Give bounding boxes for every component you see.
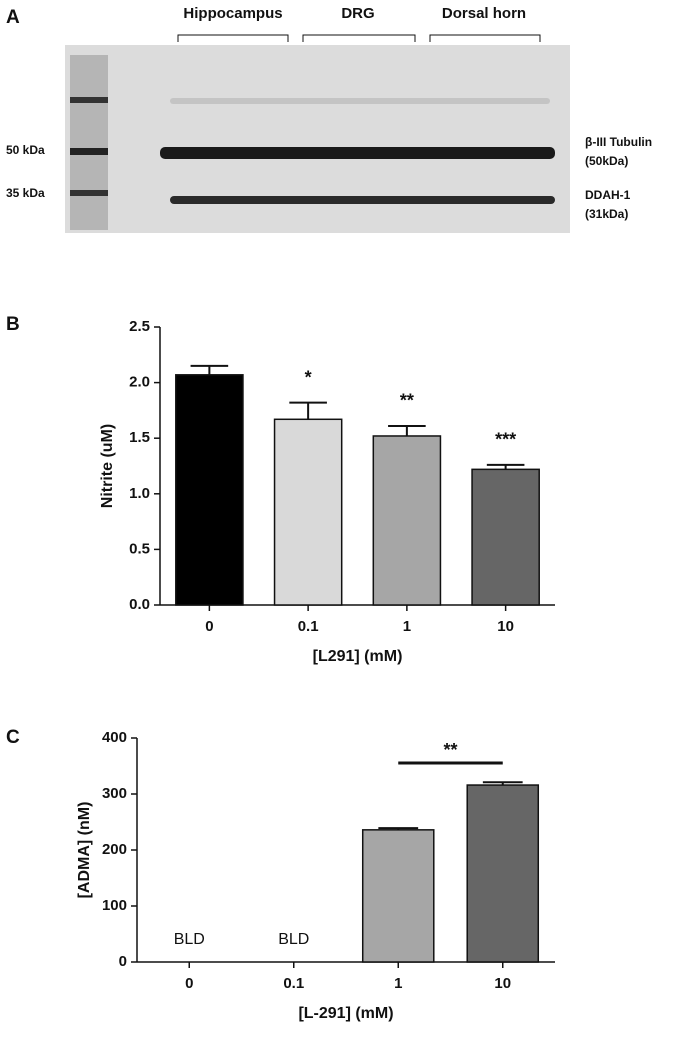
panel-label: B: [6, 314, 20, 335]
ladder-band: [70, 148, 108, 155]
bar: [175, 374, 244, 606]
group-brackets: [177, 34, 541, 42]
x-tick-label: 1: [403, 618, 411, 635]
band-label: DDAH-1: [585, 188, 631, 202]
error-bar: [190, 364, 229, 375]
band-label: (50kDa): [585, 154, 628, 168]
x-tick-label: 10: [494, 975, 511, 992]
x-tick-label: 10: [497, 618, 514, 635]
group-label: Dorsal horn: [442, 5, 526, 22]
significance: ***: [495, 430, 516, 450]
y-tick-label: 2.5: [129, 318, 150, 335]
error-bar: [486, 463, 525, 470]
bar: [273, 418, 343, 606]
value-label: BLD: [174, 931, 205, 948]
band-label: β-III Tubulin: [585, 135, 652, 149]
error-bar: [482, 781, 523, 786]
y-tick-label: 300: [102, 785, 127, 802]
x-axis-label: [L291] (mM): [313, 648, 403, 665]
y-tick-label: 2.0: [129, 374, 150, 391]
value-label: BLD: [278, 931, 309, 948]
error-bar: [378, 827, 419, 830]
x-axis-label: [L-291] (mM): [298, 1005, 393, 1022]
panel-a: A Hippocampus DRG Dorsal horn 50 kDa 35 …: [6, 5, 652, 233]
significance: *: [305, 367, 312, 387]
ladder-band: [70, 97, 108, 103]
x-tick-label: 1: [394, 975, 402, 992]
x-tick-label: 0.1: [298, 618, 319, 635]
y-tick-label: 0.5: [129, 540, 150, 557]
ladder-band: [70, 190, 108, 196]
ddah-band: [170, 196, 555, 204]
y-tick-label: 200: [102, 841, 127, 858]
error-bar: [289, 401, 327, 420]
y-tick-label: 1.0: [129, 485, 150, 502]
faint-band: [170, 98, 550, 104]
x-tick-label: 0: [185, 975, 193, 992]
panel-label: A: [6, 7, 20, 28]
blot: [65, 45, 570, 233]
ladder: [70, 55, 108, 230]
y-tick-label: 1.5: [129, 429, 150, 446]
panel-label: C: [6, 727, 20, 748]
error-bar: [388, 424, 426, 436]
y-axis-label: Nitrite (uM): [99, 424, 116, 508]
y-tick-label: 0.0: [129, 596, 150, 613]
x-tick-label: 0: [205, 618, 213, 635]
marker-label: 35 kDa: [6, 186, 45, 200]
bar: [372, 435, 442, 606]
significance: **: [443, 740, 457, 760]
x-tick-label: 0.1: [283, 975, 304, 992]
band-label: (31kDa): [585, 207, 628, 221]
group-label: DRG: [341, 5, 374, 22]
bar: [361, 829, 435, 963]
y-axis-label: [ADMA] (nM): [76, 802, 93, 899]
bar: [471, 468, 540, 606]
significance: **: [400, 391, 414, 411]
marker-label: 50 kDa: [6, 143, 45, 157]
y-tick-label: 0: [119, 953, 127, 970]
y-tick-label: 400: [102, 729, 127, 746]
group-label: Hippocampus: [183, 5, 282, 22]
y-tick-label: 100: [102, 897, 127, 914]
tubulin-band: [160, 147, 555, 159]
bar: [466, 784, 540, 963]
